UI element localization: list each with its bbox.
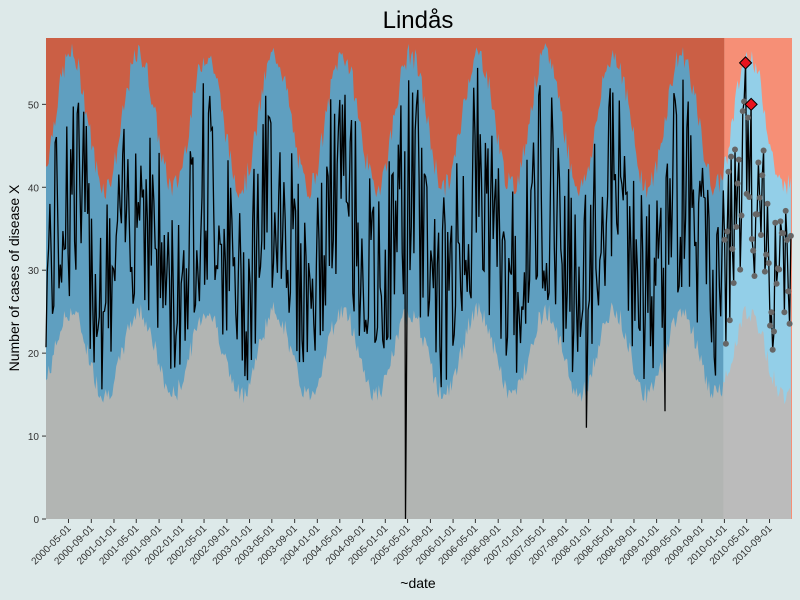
current-point: [726, 317, 733, 324]
normal-band-current: [723, 305, 791, 519]
current-point: [764, 200, 771, 207]
current-point: [760, 147, 767, 154]
current-point: [751, 273, 758, 280]
current-point: [768, 309, 775, 316]
normal-band: [46, 301, 725, 519]
y-tick-label: 10: [28, 432, 40, 443]
current-point: [725, 168, 732, 175]
current-point: [757, 232, 764, 239]
y-tick-label: 20: [28, 349, 40, 360]
current-point: [777, 218, 784, 225]
outbreak-marker: [738, 56, 753, 70]
current-point: [773, 280, 780, 287]
current-point: [756, 194, 763, 201]
current-point: [755, 159, 762, 166]
current-point: [770, 328, 777, 335]
current-point: [761, 268, 768, 275]
x-axis: 2000-05-012000-09-012001-01-012001-05-01…: [30, 519, 775, 567]
current-point: [722, 340, 729, 347]
current-point: [759, 172, 766, 179]
current-point: [748, 236, 755, 243]
plot-area: [45, 38, 794, 520]
y-tick-label: 30: [28, 266, 40, 277]
current-point: [767, 322, 774, 329]
current-point: [750, 247, 757, 254]
y-axis: 0 10 20 30 40 50: [28, 100, 46, 526]
x-axis-label: ~date: [400, 575, 436, 591]
current-point: [763, 251, 770, 258]
y-axis-label: Number of cases of disease X: [6, 184, 22, 371]
current-point: [729, 246, 736, 253]
current-point: [734, 180, 741, 187]
current-point: [728, 153, 735, 160]
current-point: [735, 156, 742, 163]
current-point: [724, 228, 731, 235]
current-point: [754, 211, 761, 218]
y-tick-label: 0: [33, 515, 39, 526]
current-point: [731, 146, 738, 153]
current-point: [765, 260, 772, 267]
chart-title: Lindås: [383, 7, 454, 34]
y-tick-label: 50: [28, 100, 40, 111]
current-point: [730, 280, 737, 287]
current-point: [737, 266, 744, 273]
current-point: [780, 230, 787, 237]
outbreak-marker: [744, 97, 758, 112]
current-point: [744, 114, 751, 121]
current-point: [769, 346, 776, 353]
observed-cases-line: [45, 62, 792, 520]
current-point: [783, 236, 790, 243]
y-tick-label: 40: [28, 183, 40, 194]
current-point: [721, 236, 728, 243]
current-point: [772, 219, 779, 226]
current-point: [781, 309, 788, 316]
current-point: [785, 288, 792, 295]
current-point: [739, 108, 746, 115]
current-point: [776, 266, 783, 273]
current-point: [782, 207, 789, 214]
current-point: [746, 193, 753, 200]
current-point: [786, 320, 793, 327]
current-point: [787, 232, 794, 239]
current-point: [741, 98, 748, 105]
current-point: [738, 212, 745, 219]
current-point: [733, 223, 740, 230]
